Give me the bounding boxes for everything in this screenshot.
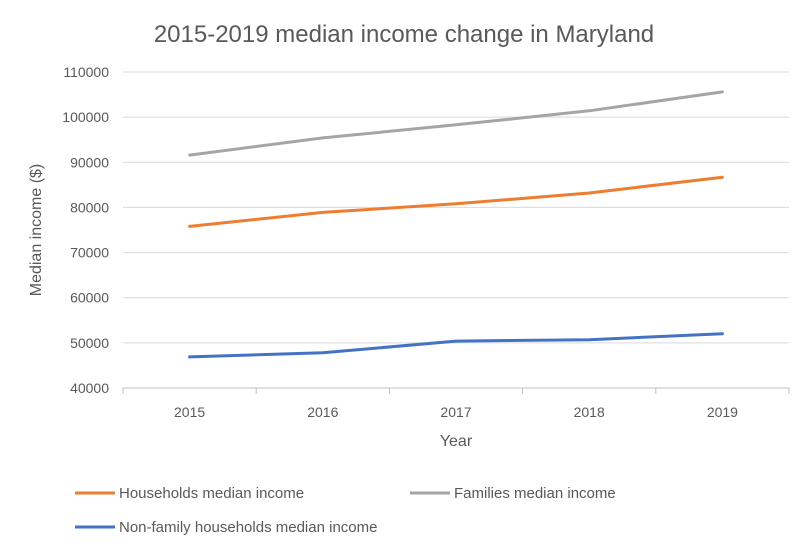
y-tick-label: 60000: [70, 290, 109, 306]
series-line-0: [188, 175, 724, 228]
y-tick-label: 90000: [70, 154, 109, 170]
series-line-2: [188, 332, 724, 359]
y-tick-label: 50000: [70, 335, 109, 351]
y-axis-title: Median income ($): [28, 164, 45, 297]
legend-label-2: Non-family households median income: [119, 519, 377, 536]
series-lines: [188, 90, 724, 359]
y-tick-label: 70000: [70, 245, 109, 261]
y-tick-label: 100000: [62, 109, 109, 125]
x-tick-label: 2019: [707, 404, 738, 420]
x-tick-label: 2017: [440, 404, 471, 420]
legend-label-0: Households median income: [119, 485, 304, 502]
legend: Households median income Families median …: [75, 485, 616, 536]
gridlines: [122, 71, 790, 394]
y-axis-ticks: 40000 50000 60000 70000 80000 90000 100000 1100…: [62, 64, 109, 396]
x-tick-label: 2016: [307, 404, 338, 420]
x-axis-ticks: 2015 2016 2017 2018 2019: [174, 404, 738, 420]
chart-title: 2015-2019 median income change in Maryla…: [154, 21, 654, 48]
x-tick-label: 2015: [174, 404, 205, 420]
y-tick-label: 110000: [63, 64, 109, 80]
series-line-1: [188, 90, 724, 157]
x-axis-title: Year: [440, 433, 473, 450]
y-tick-label: 80000: [70, 199, 109, 215]
x-tick-label: 2018: [574, 404, 605, 420]
y-tick-label: 40000: [70, 380, 109, 396]
legend-label-1: Families median income: [454, 485, 616, 502]
